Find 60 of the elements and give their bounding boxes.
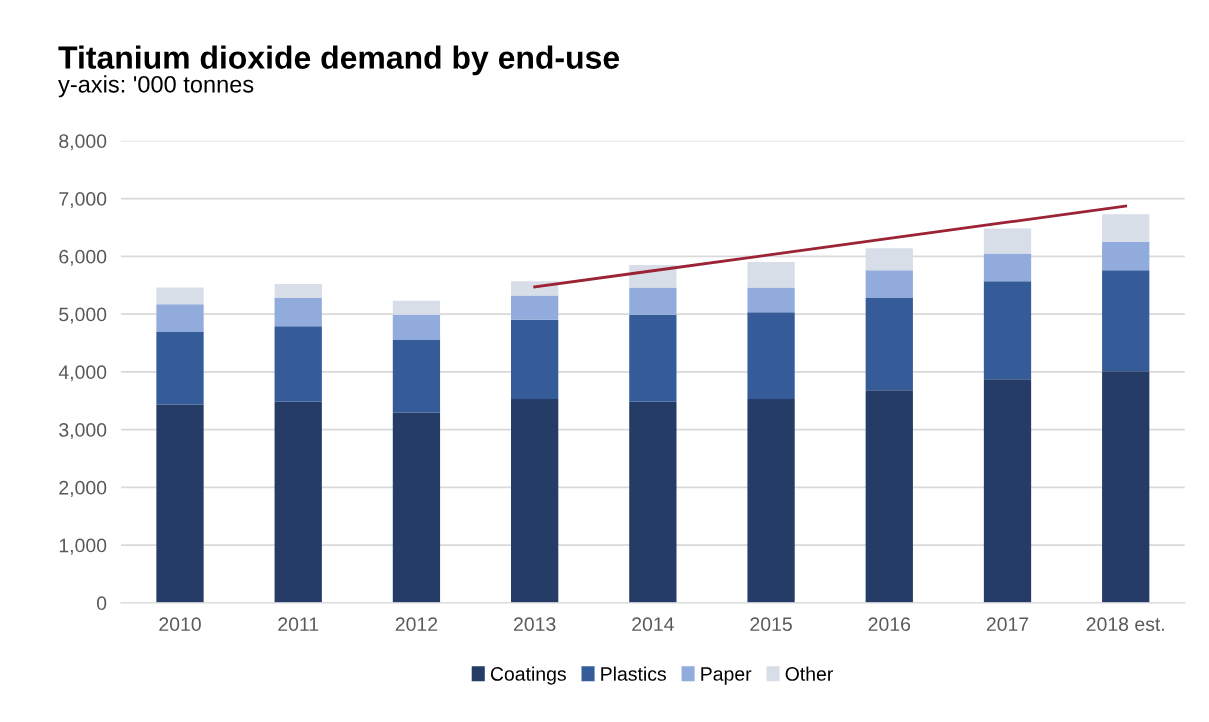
y-tick-label: 7,000	[59, 192, 107, 209]
bar	[274, 326, 322, 402]
bar	[747, 287, 795, 313]
bar	[747, 398, 795, 603]
bar	[865, 390, 913, 603]
x-tick-label: 2014	[632, 617, 674, 632]
legend-label: Other	[785, 666, 833, 681]
bar	[983, 253, 1032, 282]
bar	[156, 287, 204, 305]
chart-title: Titanium dioxide demand by end-use	[58, 45, 620, 76]
bar	[511, 295, 559, 320]
legend-label: Paper	[701, 667, 752, 685]
bar	[629, 314, 677, 402]
bar	[865, 248, 913, 271]
legend-label: Plastics	[601, 666, 666, 681]
bar	[392, 314, 441, 341]
x-tick-label: 2017	[986, 617, 1029, 632]
x-tick-label: 2013	[514, 617, 556, 632]
chart-subtitle: y-axis: '000 tonnes	[58, 75, 254, 98]
legend-label: Coatings	[490, 666, 566, 685]
y-tick-label: 3,000	[59, 423, 107, 440]
bar	[156, 304, 204, 332]
x-tick-label: 2015	[750, 617, 792, 632]
bar	[983, 281, 1032, 380]
bar	[274, 297, 322, 327]
y-tick-label: 8,000	[59, 134, 107, 151]
bar	[983, 228, 1032, 254]
bar	[156, 404, 204, 603]
y-tick-label: 6,000	[59, 249, 107, 266]
bar	[1102, 214, 1150, 242]
bar	[1102, 241, 1150, 271]
bar	[392, 340, 441, 413]
x-tick-label: 2010	[159, 617, 201, 632]
y-tick-label: 1,000	[59, 538, 107, 555]
line-series	[533, 204, 1128, 289]
x-tick-label: 2016	[868, 617, 911, 632]
bar	[511, 281, 559, 296]
bar	[629, 287, 677, 315]
bar	[1102, 270, 1150, 372]
bar	[747, 312, 795, 399]
bar	[392, 412, 441, 603]
y-tick-label: 4,000	[58, 365, 107, 382]
y-tick-label: 0	[96, 596, 107, 611]
bar	[983, 379, 1032, 603]
y-tick-label: 5,000	[59, 307, 107, 324]
bar	[747, 262, 795, 288]
x-tick-label: 2018 est.	[1086, 617, 1164, 632]
bar	[274, 284, 322, 298]
bar	[274, 401, 322, 603]
bar	[1102, 371, 1150, 603]
bar	[511, 398, 559, 603]
bar	[511, 319, 559, 399]
bar	[865, 270, 913, 298]
y-tick-label: 2,000	[59, 480, 107, 497]
x-tick-label: 2011	[278, 617, 319, 632]
bar	[865, 297, 913, 391]
x-tick-label: 2012	[395, 617, 438, 632]
bar	[629, 401, 677, 603]
bar	[156, 331, 204, 405]
bar	[392, 300, 441, 315]
